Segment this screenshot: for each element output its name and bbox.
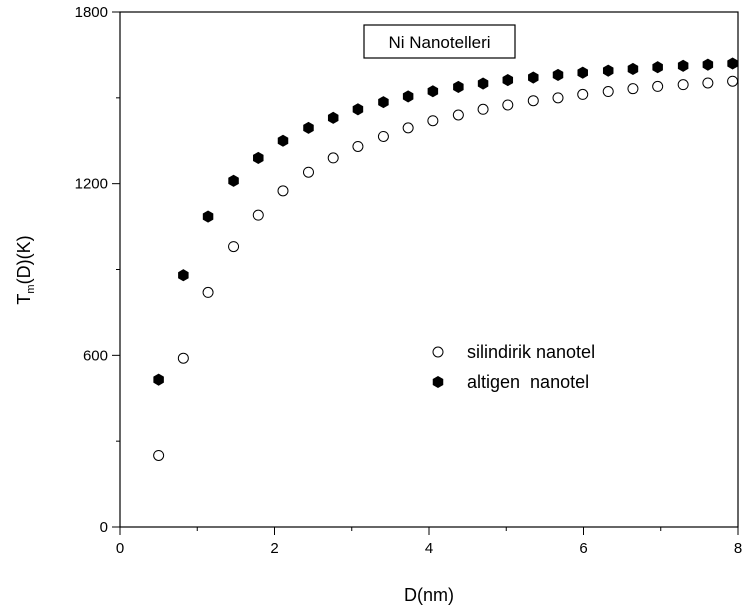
legend-label-altigen: altigen nanotel bbox=[467, 372, 589, 392]
x-tick-label: 8 bbox=[734, 540, 742, 557]
point-silindirik bbox=[577, 88, 589, 100]
x-axis-ticks: 0 2 4 6 8 bbox=[116, 527, 742, 557]
x-tick-label: 0 bbox=[116, 540, 124, 557]
point-altigen bbox=[702, 58, 714, 71]
point-silindirik bbox=[677, 79, 689, 91]
y-axis-title-main: T bbox=[14, 294, 34, 305]
point-silindirik bbox=[452, 109, 464, 121]
point-altigen bbox=[427, 85, 439, 98]
y-axis-title-rest: (D)(K) bbox=[14, 235, 34, 284]
point-silindirik bbox=[327, 152, 339, 164]
point-altigen bbox=[228, 174, 239, 187]
point-altigen bbox=[178, 269, 189, 282]
point-silindirik bbox=[377, 130, 389, 142]
point-altigen bbox=[327, 111, 339, 124]
point-silindirik bbox=[602, 86, 614, 98]
x-tick-label: 6 bbox=[579, 540, 587, 557]
point-silindirik bbox=[153, 449, 165, 461]
point-silindirik bbox=[427, 115, 439, 127]
point-altigen bbox=[378, 96, 389, 109]
point-altigen bbox=[253, 151, 264, 164]
point-silindirik bbox=[352, 140, 364, 152]
point-altigen bbox=[727, 57, 738, 70]
point-silindirik bbox=[702, 77, 714, 89]
point-silindirik bbox=[502, 99, 514, 111]
legend-marker-altigen bbox=[432, 375, 444, 389]
point-silindirik bbox=[252, 209, 264, 221]
point-silindirik bbox=[727, 75, 739, 87]
point-silindirik bbox=[202, 286, 214, 298]
point-silindirik bbox=[277, 185, 289, 197]
point-altigen bbox=[577, 66, 588, 79]
point-altigen bbox=[602, 64, 614, 77]
y-axis-title: Tm(D)(K) bbox=[14, 235, 37, 304]
x-tick-label: 2 bbox=[270, 540, 278, 557]
y-tick-label: 1800 bbox=[75, 4, 108, 21]
point-altigen bbox=[453, 80, 464, 94]
legend-label-silindirik: silindirik nanotel bbox=[467, 342, 595, 362]
point-altigen bbox=[153, 373, 164, 386]
point-silindirik bbox=[477, 103, 489, 115]
point-altigen bbox=[528, 71, 539, 84]
point-altigen bbox=[652, 61, 663, 74]
y-tick-label: 0 bbox=[100, 519, 108, 536]
legend: silindirik nanotel altigen nanotel bbox=[432, 342, 595, 392]
y-tick-label: 600 bbox=[83, 347, 108, 364]
point-silindirik bbox=[527, 95, 539, 107]
point-silindirik bbox=[652, 80, 664, 92]
legend-marker-silindirik bbox=[432, 346, 444, 358]
point-silindirik bbox=[552, 92, 564, 104]
point-altigen bbox=[352, 103, 364, 116]
chart-title: Ni Nanotelleri bbox=[388, 33, 490, 52]
point-altigen bbox=[502, 74, 514, 87]
y-tick-label: 1200 bbox=[75, 176, 108, 193]
x-tick-label: 4 bbox=[425, 540, 433, 557]
point-silindirik bbox=[228, 241, 240, 253]
point-altigen bbox=[402, 90, 414, 103]
point-silindirik bbox=[627, 83, 639, 95]
y-axis-title-subscript: m bbox=[25, 284, 37, 293]
point-altigen bbox=[277, 134, 289, 147]
point-silindirik bbox=[402, 122, 414, 134]
point-silindirik bbox=[177, 352, 189, 364]
point-altigen bbox=[552, 68, 564, 82]
point-altigen bbox=[677, 59, 689, 72]
y-axis-ticks: 0 600 1200 1800 bbox=[75, 4, 120, 536]
chart-title-box bbox=[363, 24, 516, 59]
point-altigen bbox=[303, 121, 314, 134]
point-silindirik bbox=[302, 166, 314, 178]
data-markers bbox=[153, 57, 739, 461]
point-altigen bbox=[627, 62, 639, 76]
x-axis-title: D(nm) bbox=[404, 585, 454, 605]
point-altigen bbox=[202, 210, 214, 223]
point-altigen bbox=[477, 77, 489, 90]
